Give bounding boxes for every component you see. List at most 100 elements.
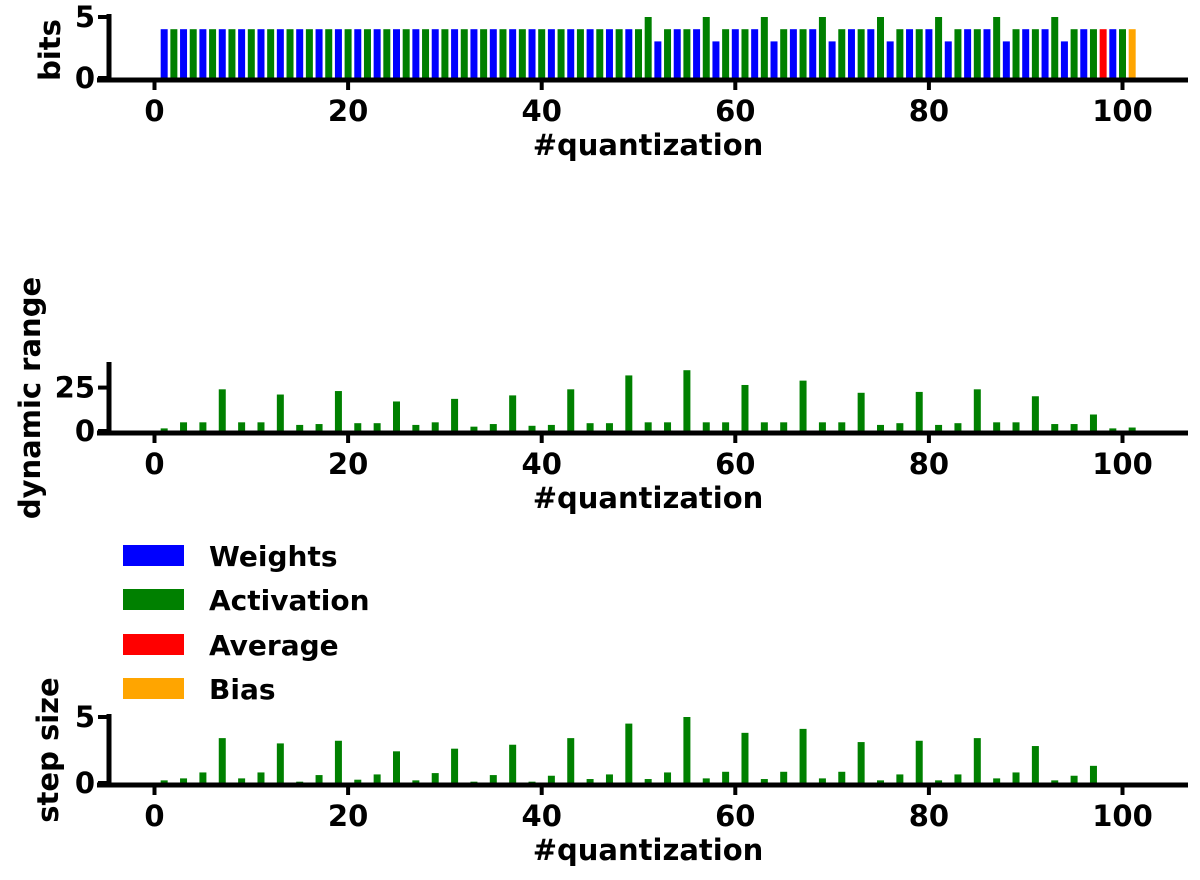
y-tick-label: 5	[75, 700, 95, 734]
bar-9	[238, 422, 246, 431]
bar-30	[441, 29, 449, 78]
bar-29	[431, 29, 439, 78]
bar-72	[847, 29, 855, 78]
bar-65	[780, 771, 788, 783]
bar-62	[751, 29, 759, 78]
bar-31	[451, 748, 459, 783]
bar-42	[557, 29, 565, 78]
bar-26	[402, 29, 410, 78]
bar-61	[741, 29, 749, 78]
bar-17	[315, 424, 323, 431]
bar-19	[334, 391, 342, 431]
bar-68	[809, 29, 817, 78]
x-tick-label: 0	[144, 799, 164, 833]
bar-3	[180, 29, 188, 78]
bar-27	[412, 424, 420, 431]
bar-51	[644, 17, 652, 78]
bar-22	[363, 29, 371, 78]
bar-45	[586, 29, 594, 78]
bar-80	[925, 29, 933, 78]
bar-79	[915, 740, 923, 783]
x-tick-label: 80	[909, 94, 949, 128]
bar-13	[276, 743, 284, 783]
x-tick-label: 0	[144, 447, 164, 481]
bar-5	[199, 422, 207, 431]
y-tick-label: 0	[75, 766, 95, 800]
x-axis-title: #quantization	[533, 128, 764, 162]
bar-11	[257, 29, 265, 78]
bar-37	[509, 395, 517, 431]
bar-29	[431, 422, 439, 431]
bar-43	[567, 389, 575, 431]
x-tick-label: 80	[909, 799, 949, 833]
x-tick-label: 20	[328, 799, 368, 833]
bar-75	[877, 424, 884, 431]
bar-35	[489, 29, 497, 78]
bar-46	[596, 29, 604, 78]
bar-97	[1089, 414, 1097, 431]
bar-16	[305, 29, 313, 78]
dynamic-range-panel: 0 25 0 20 40 60 80 100 #quantization dynamic rang…	[13, 277, 1188, 519]
x-axis-title: #quantization	[533, 481, 764, 515]
bar-57	[702, 422, 710, 431]
x-tick-label: 40	[522, 447, 562, 481]
bar-91	[1031, 29, 1039, 78]
bar-25	[393, 29, 400, 78]
bar-21	[354, 29, 362, 78]
bar-9	[238, 778, 246, 783]
bar-5	[199, 772, 207, 783]
bar-95	[1070, 424, 1078, 431]
y-axis-title: step size	[31, 677, 65, 822]
x-tick-label: 100	[1092, 799, 1153, 833]
x-tick-label: 20	[328, 94, 368, 128]
bar-48	[615, 29, 623, 78]
bar-93	[1051, 17, 1059, 78]
x-tick-label: 60	[715, 799, 755, 833]
bar-82	[944, 41, 952, 78]
bar-39	[528, 425, 536, 431]
bar-35	[489, 424, 497, 431]
x-tick-label: 0	[144, 94, 164, 128]
bar-101	[1128, 427, 1136, 431]
bar-93	[1051, 424, 1059, 431]
bar-21	[354, 779, 362, 783]
x-tick-label: 60	[715, 447, 755, 481]
bar-83	[954, 423, 962, 431]
bar-75	[877, 17, 884, 78]
bar-36	[499, 29, 507, 78]
bar-47	[605, 29, 613, 78]
bar-45	[586, 423, 594, 431]
bar-97	[1089, 29, 1097, 78]
bar-69	[818, 17, 826, 78]
bar-15	[296, 29, 304, 78]
bar-13	[276, 29, 284, 78]
legend-label-activation: Activation	[209, 584, 370, 617]
bar-34	[480, 29, 488, 78]
bar-11	[257, 422, 265, 431]
x-tick-label: 20	[328, 447, 368, 481]
bar-91	[1031, 396, 1039, 431]
bar-85	[973, 389, 981, 431]
bar-8	[228, 29, 236, 78]
bar-95	[1070, 29, 1078, 78]
bar-100	[1119, 29, 1126, 78]
bar-13	[276, 394, 284, 431]
bar-35	[489, 775, 497, 783]
bar-59	[722, 29, 730, 78]
bar-67	[799, 728, 807, 783]
x-tick-label: 40	[522, 799, 562, 833]
bar-98	[1099, 29, 1107, 78]
bar-88	[1002, 41, 1010, 78]
y-tick-label: 5	[75, 0, 95, 34]
bar-41	[547, 29, 555, 78]
bar-63	[760, 422, 768, 431]
bar-97	[1089, 765, 1097, 783]
bar-23	[373, 423, 381, 431]
bar-31	[451, 29, 459, 78]
bar-85	[973, 738, 981, 783]
y-tick-label: 25	[55, 371, 95, 405]
bar-59	[722, 771, 730, 783]
bar-50	[635, 29, 642, 78]
bar-90	[1022, 29, 1030, 78]
bar-9	[238, 29, 246, 78]
